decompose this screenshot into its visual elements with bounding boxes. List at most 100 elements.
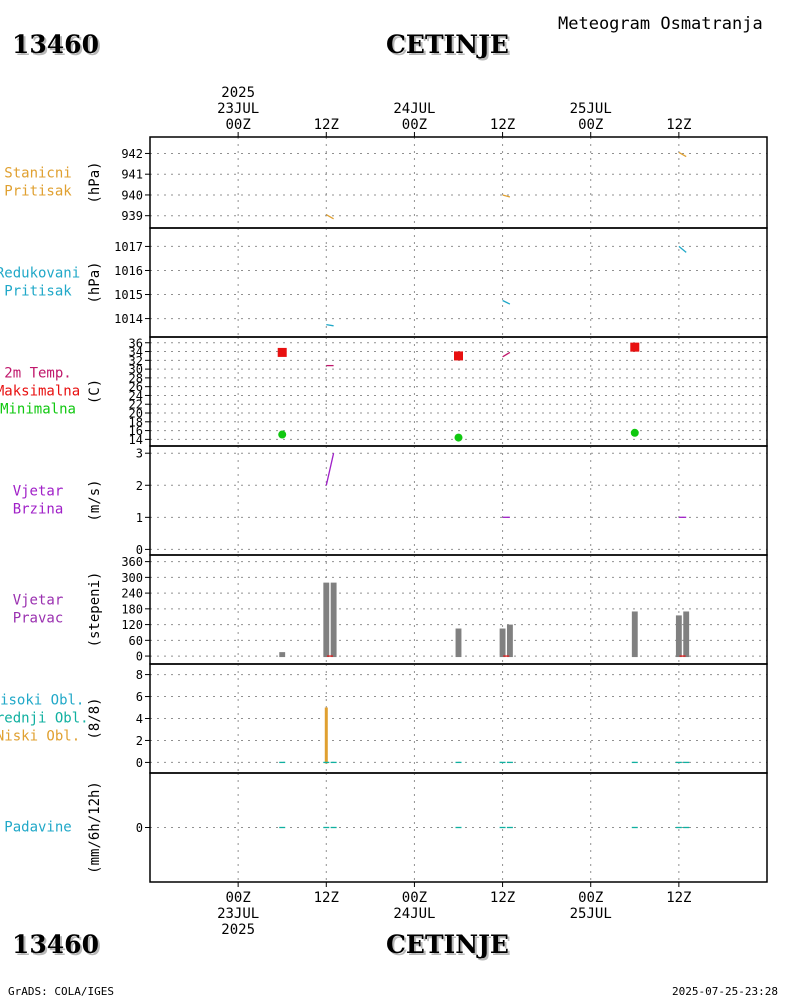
panel-label: Stanicni — [4, 166, 71, 182]
time-tick-label: 25JUL — [570, 101, 612, 117]
y-tick-label: 360 — [121, 555, 143, 569]
panel-label: Maksimalna — [0, 384, 80, 400]
y-tick-label: 0 — [136, 543, 143, 557]
y-tick-label: 22 — [129, 398, 143, 412]
bar — [631, 611, 638, 658]
time-tick-label: 2025 — [221, 85, 255, 101]
y-tick-label: 30 — [129, 363, 143, 377]
panel-stanicni: 939 940 941 942 Stanicni Pritisak (hPa) — [4, 136, 768, 229]
series-segment — [325, 453, 335, 486]
y-tick-label: 300 — [121, 571, 143, 585]
y-tick-label: 1015 — [114, 288, 143, 302]
time-tick-label: 23JUL — [217, 101, 259, 117]
y-tick-label: 6 — [136, 690, 143, 704]
y-tick-label: 941 — [121, 168, 143, 182]
y-tick-label: 240 — [121, 587, 143, 601]
time-tick-label: 00Z — [402, 117, 427, 133]
panel-label: Niski Obl. — [0, 729, 80, 745]
time-tick-label: 00Z — [578, 890, 603, 906]
time-tick-label: 24JUL — [393, 906, 435, 922]
unit-label: (m/s) — [87, 479, 103, 521]
unit-label: (stepeni) — [87, 572, 103, 648]
time-tick-label: 12Z — [490, 890, 515, 906]
y-tick-label: 16 — [129, 424, 143, 438]
y-tick-label: 14 — [129, 433, 143, 447]
y-tick-label: 0 — [136, 650, 143, 664]
max-temp-marker — [454, 351, 463, 361]
panel-frame — [149, 445, 768, 556]
bar — [323, 582, 330, 658]
station-id-bottom: 13460 — [12, 930, 99, 959]
time-tick-label: 00Z — [225, 890, 250, 906]
time-tick-label: 12Z — [490, 117, 515, 133]
max-temp-marker — [277, 347, 287, 357]
y-tick-label: 2 — [136, 479, 143, 493]
time-tick-label: 23JUL — [217, 906, 259, 922]
y-tick-label: 28 — [129, 371, 143, 385]
panel-label: Srednji Obl. — [0, 711, 89, 727]
min-temp-marker — [630, 428, 639, 437]
time-tick-label: 00Z — [402, 890, 427, 906]
panel-label: Pritisak — [4, 284, 72, 300]
y-tick-label: 60 — [129, 634, 143, 648]
panel-label: Pritisak — [4, 184, 72, 200]
panel-label: Padavine — [4, 820, 71, 836]
y-tick-label: 32 — [129, 354, 143, 368]
bar — [675, 615, 682, 658]
station-name-top: CETINJE — [386, 30, 509, 59]
plot-timestamp: 2025-07-25-23:28 — [672, 985, 778, 998]
grads-credit: GrADS: COLA/IGES — [8, 985, 114, 998]
panel-oblacnost: 0 2 4 6 8 Visoki Obl. Srednji Obl. Niski Obl. (8… — [0, 663, 768, 774]
y-tick-label: 180 — [121, 602, 143, 616]
time-tick-label: 12Z — [314, 117, 339, 133]
time-tick-label: 12Z — [666, 117, 691, 133]
y-tick-label: 2 — [136, 734, 143, 748]
y-tick-label: 939 — [121, 209, 143, 223]
unit-label: (8/8) — [87, 697, 103, 739]
unit-label: (hPa) — [87, 161, 103, 203]
series-segment — [678, 245, 687, 253]
bar — [499, 628, 506, 658]
series-segment — [325, 214, 334, 220]
bar — [279, 652, 286, 658]
y-tick-label: 34 — [129, 345, 143, 359]
y-tick-label: 1016 — [114, 264, 143, 278]
y-tick-label: 1017 — [114, 240, 143, 254]
panel-frame — [149, 227, 768, 338]
y-tick-label: 3 — [136, 447, 143, 461]
panel-label: Brzina — [13, 502, 64, 518]
y-tick-label: 0 — [136, 821, 143, 835]
y-tick-label: 24 — [129, 389, 143, 403]
min-temp-marker — [454, 433, 463, 442]
bar — [330, 582, 337, 658]
y-tick-label: 36 — [129, 336, 143, 350]
bar — [506, 624, 513, 658]
y-tick-label: 1014 — [114, 312, 143, 326]
station-name-bottom: CETINJE — [386, 930, 509, 959]
y-tick-label: 120 — [121, 618, 143, 632]
panel-label: Pravac — [13, 611, 64, 627]
bar — [324, 707, 328, 764]
panel-label: 2m Temp. — [4, 366, 71, 382]
time-tick-label: 12Z — [314, 890, 339, 906]
panel-frame — [149, 136, 768, 229]
series-segment — [502, 299, 511, 305]
time-tick-label: 12Z — [666, 890, 691, 906]
panel-redukovani: 1014 1015 1016 1017 Redukovani Pritisak (hPa) — [0, 227, 768, 338]
y-tick-label: 942 — [121, 147, 143, 161]
y-tick-label: 4 — [136, 712, 143, 726]
series-segment — [678, 151, 687, 158]
time-tick-label: 25JUL — [570, 906, 612, 922]
panel-label: Vjetar — [13, 484, 64, 500]
y-tick-label: 26 — [129, 380, 143, 394]
panel-label: Visoki Obl. — [0, 693, 84, 709]
panel-label: Redukovani — [0, 266, 80, 282]
unit-label: (hPa) — [87, 261, 103, 303]
y-tick-label: 8 — [136, 668, 143, 682]
y-tick-label: 1 — [136, 511, 143, 525]
